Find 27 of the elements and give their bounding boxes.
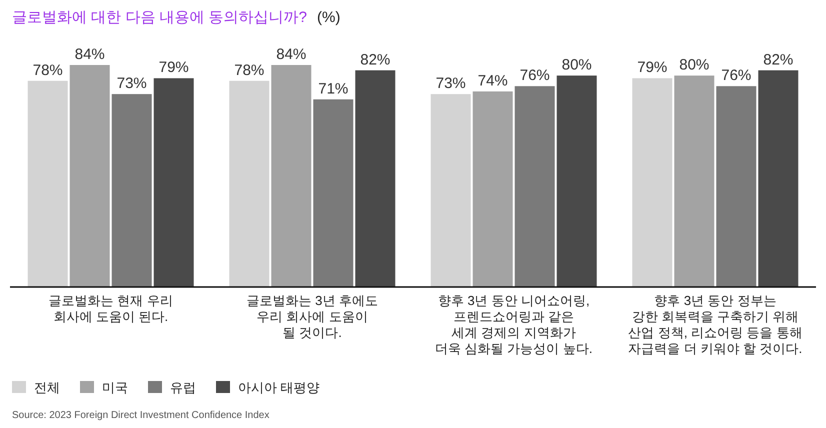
data-label: 82% bbox=[763, 51, 794, 68]
data-label: 76% bbox=[520, 67, 550, 84]
data-label: 76% bbox=[721, 67, 752, 84]
data-label: 78% bbox=[234, 62, 264, 79]
x-tick-label: 향후 3년 동안 니어쇼어링, 프렌드쇼어링과 같은 세계 경제의 지역화가 더욱 심화될 가능성이 높다. bbox=[435, 293, 592, 356]
data-label: 79% bbox=[637, 59, 668, 76]
chart-subtitle: (%) bbox=[317, 9, 340, 26]
data-label: 74% bbox=[478, 72, 508, 90]
data-label: 73% bbox=[436, 75, 466, 92]
x-tick-label: 글로벌화는 현재 우리 회사에 도움이 된다. bbox=[48, 293, 173, 324]
data-label: 78% bbox=[32, 62, 63, 79]
data-label: 82% bbox=[360, 51, 390, 68]
title: 글로벌화에 대한 다음 내용에 동의하십니까? bbox=[12, 9, 308, 26]
data-label: 80% bbox=[679, 56, 710, 74]
data-label: 84% bbox=[276, 46, 306, 63]
legend-label: 전체 bbox=[34, 380, 60, 395]
data-label: 71% bbox=[318, 80, 348, 98]
source-note: Source: 2023 Foreign Direct Investment Confidence Index bbox=[12, 410, 270, 421]
x-tick-label: 글로벌화는 3년 후에도 우리 회사에 도움이 될 것이다. bbox=[246, 293, 378, 340]
x-tick-label: 향후 3년 동안 정부는 강한 회복력을 구축하기 위해 산업 정책, 리쇼어링 등을 통해 자급력을 더 키워야 할 것이다. bbox=[628, 293, 802, 356]
data-label: 84% bbox=[74, 46, 105, 63]
legend-label: 아시아 태평양 bbox=[238, 380, 320, 395]
legend-label: 미국 bbox=[102, 380, 128, 395]
data-label: 80% bbox=[562, 56, 592, 74]
data-label: 79% bbox=[158, 59, 189, 76]
data-label: 73% bbox=[116, 75, 147, 92]
legend-label: 유럽 bbox=[170, 380, 196, 395]
